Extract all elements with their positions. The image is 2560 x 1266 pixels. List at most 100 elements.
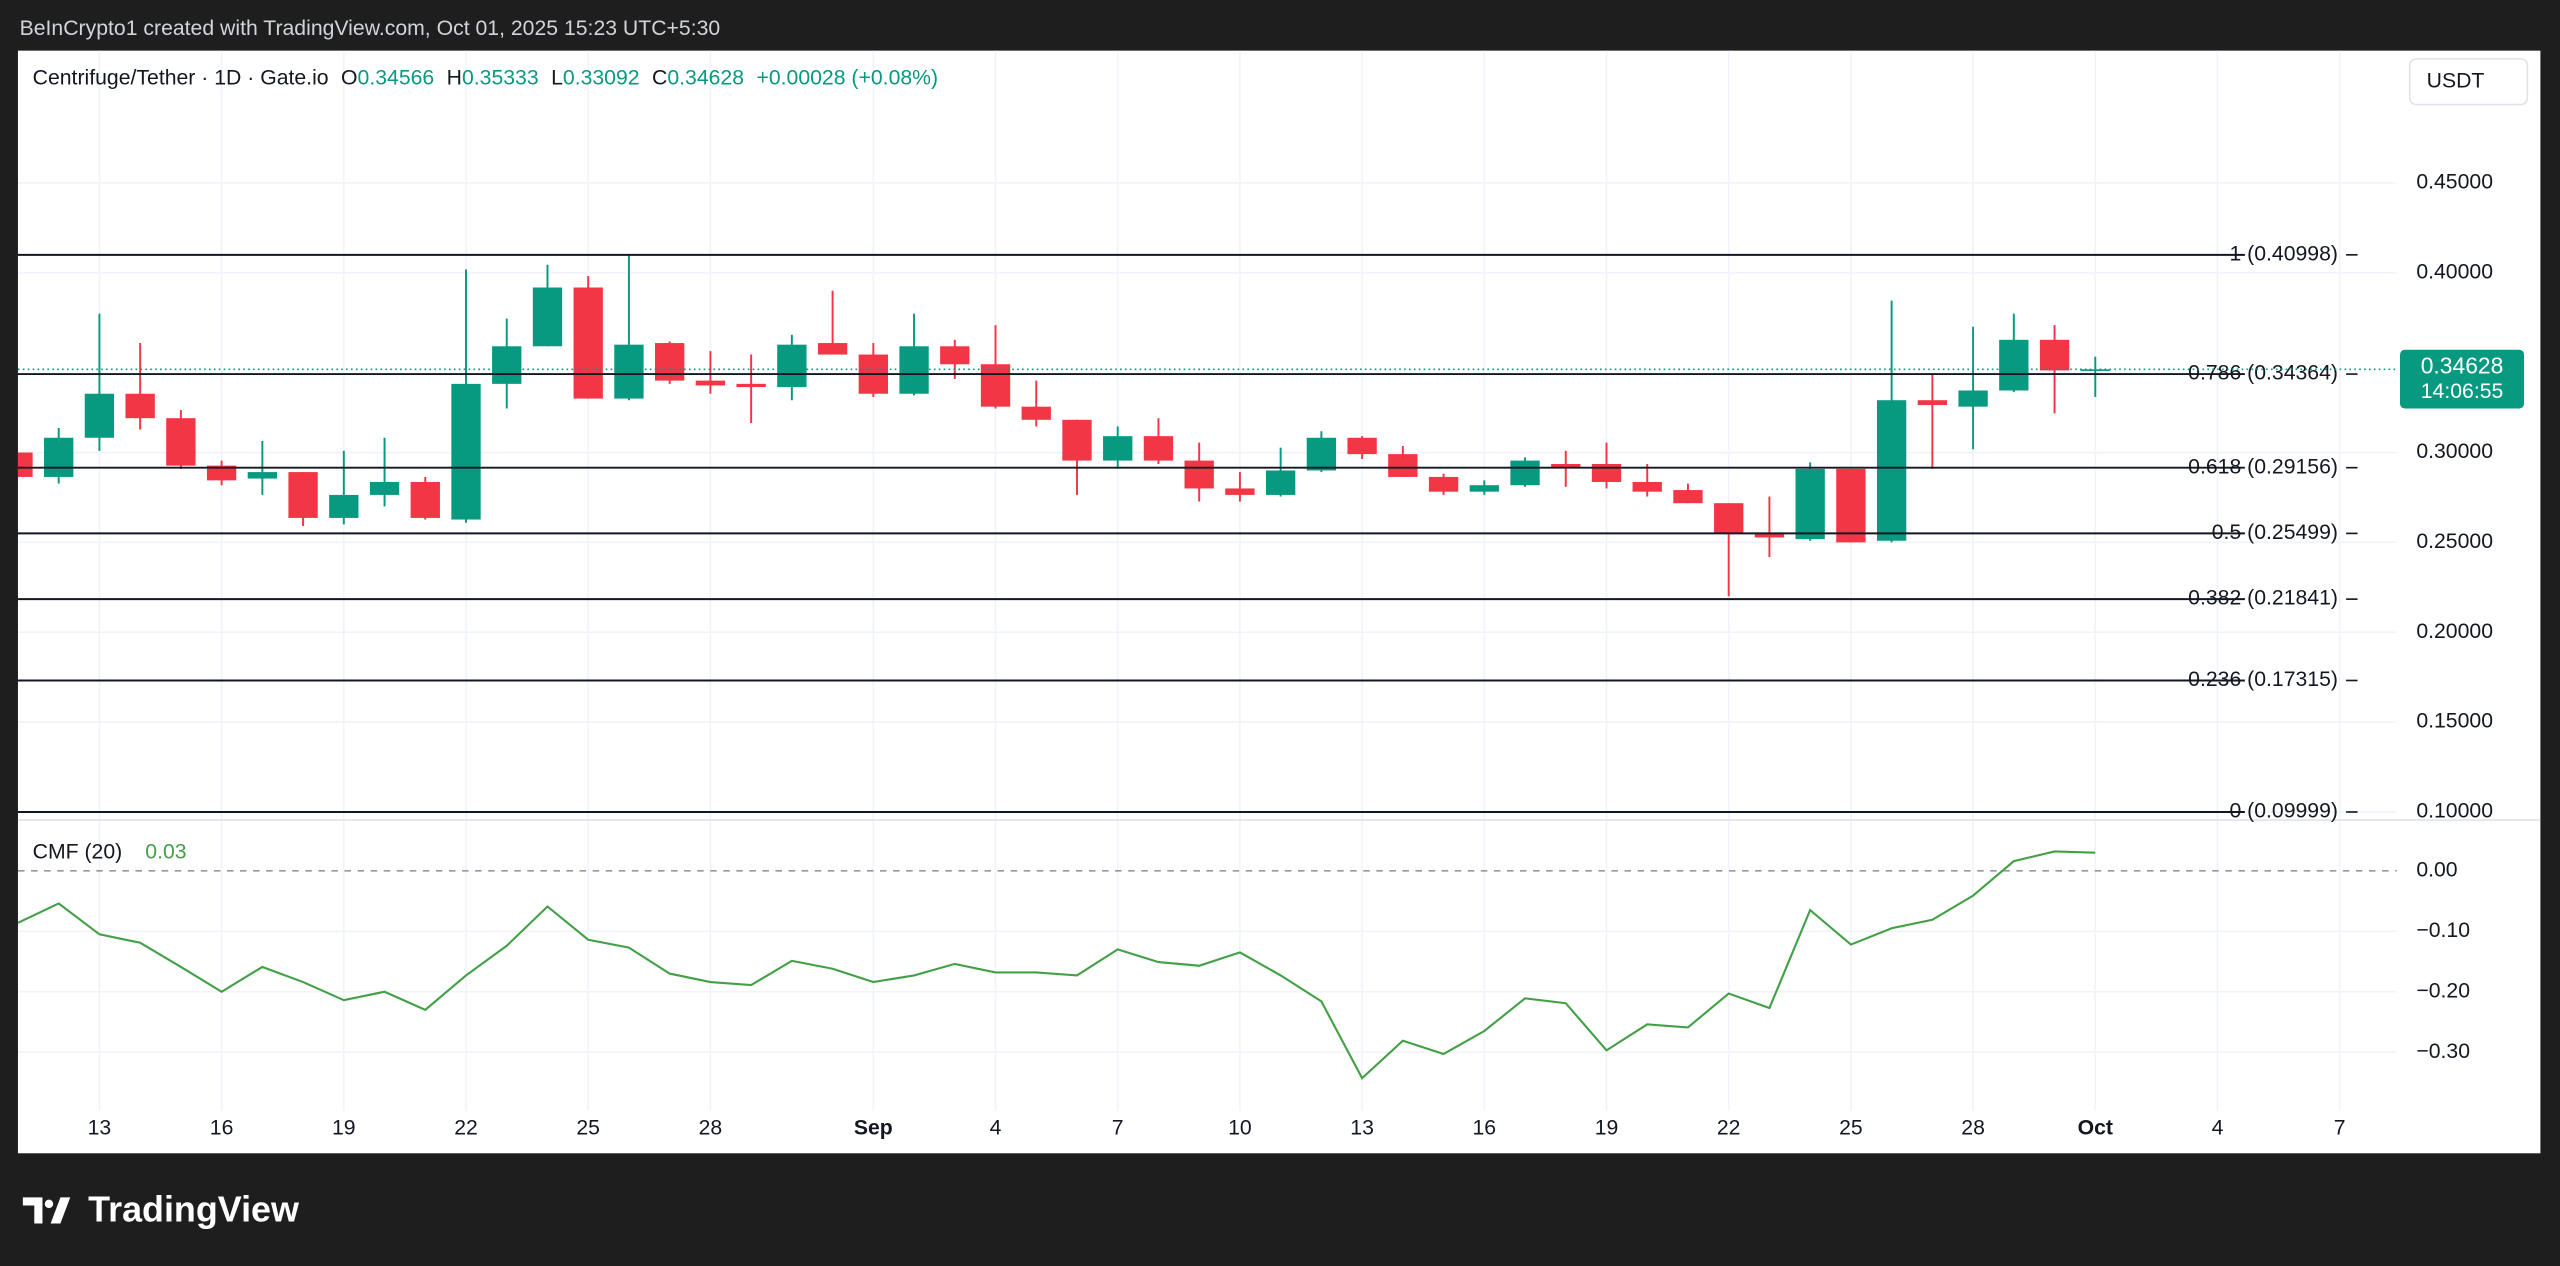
candle-body	[980, 364, 1011, 407]
candle-body	[84, 393, 115, 438]
y-tick-label: −0.20	[2416, 979, 2470, 1002]
candle-body	[1388, 454, 1418, 477]
candle-body	[1754, 532, 1785, 538]
candle-body	[492, 346, 522, 384]
candle-body	[17, 452, 33, 477]
fib-label: 0.618 (0.29156)	[2188, 455, 2338, 478]
candle-body	[1999, 339, 2029, 391]
candle-body	[369, 481, 400, 495]
candle-body	[329, 494, 359, 518]
x-tick-label: 19	[1595, 1116, 1619, 1139]
candle-body	[410, 481, 440, 518]
candle-body	[1306, 437, 1337, 471]
y-tick-label: 0.15000	[2416, 710, 2493, 733]
y-tick-label: 0.40000	[2416, 260, 2493, 283]
ohlc-label: L	[551, 66, 563, 89]
fib-label: 1 (0.40998)	[2229, 242, 2338, 265]
y-tick-label: −0.30	[2416, 1040, 2470, 1063]
change-percent: (+0.08%)	[851, 66, 938, 89]
x-tick-label: 25	[576, 1116, 600, 1139]
x-tick-label: 22	[454, 1116, 478, 1139]
x-tick-label: 16	[210, 1116, 234, 1139]
y-tick-label: 0.25000	[2416, 530, 2493, 553]
fib-label: 0.382 (0.21841)	[2188, 587, 2338, 610]
candle-body	[1958, 390, 1988, 407]
chart-panel	[17, 50, 2541, 1154]
ohlc-value: 0.33092	[563, 66, 640, 89]
candle-body	[777, 344, 807, 388]
ohlc-label: C	[652, 66, 667, 89]
candle-body	[695, 380, 726, 386]
countdown: 14:06:55	[2421, 380, 2504, 403]
candle-body	[1836, 468, 1866, 543]
candle-body	[1225, 488, 1255, 495]
candle-body	[44, 437, 74, 477]
x-tick-label: 28	[699, 1116, 723, 1139]
candle-body	[1428, 476, 1459, 492]
logo-icon	[22, 1197, 71, 1224]
fib-label: 0.236 (0.17315)	[2188, 668, 2338, 691]
candle-body	[817, 343, 848, 355]
candle-body	[899, 346, 929, 394]
candle-body	[1021, 406, 1051, 420]
x-tick-label: 4	[2212, 1116, 2224, 1139]
price-badge-value: 0.34628	[2421, 353, 2504, 379]
x-tick-label: 16	[1473, 1116, 1497, 1139]
fib-label: 0 (0.09999)	[2229, 800, 2338, 823]
y-tick-label: 0.10000	[2416, 800, 2493, 823]
candle-body	[1103, 436, 1133, 461]
candle-body	[247, 472, 278, 479]
x-tick-label: 4	[990, 1116, 1002, 1139]
fib-label: 0.786 (0.34364)	[2188, 362, 2338, 385]
x-tick-label: 7	[2334, 1116, 2346, 1139]
brand: TradingView	[88, 1189, 299, 1230]
candle-body	[1469, 485, 1499, 492]
x-tick-label: Oct	[2078, 1116, 2113, 1139]
candle-body	[206, 465, 237, 481]
x-tick-label: 22	[1717, 1116, 1741, 1139]
chart-layer: 13 16 19 22 25 28 Sep 4 7 10 13 16 19 22 25 28 Oct 4 7 0.10…	[17, 50, 2541, 1139]
indicator-value: 0.03	[145, 840, 186, 863]
ohlc-label: H	[447, 66, 462, 89]
candle-body	[1795, 468, 1825, 540]
symbol-legend: Centrifuge/Tether · 1D · Gate.io O0.3456…	[33, 66, 938, 89]
ohlc-value: 0.35333	[462, 66, 539, 89]
currency-button[interactable]	[2408, 57, 2529, 106]
candle-body	[1347, 437, 1377, 455]
currency[interactable]: USDT	[2427, 69, 2485, 92]
candle-body	[1876, 400, 1907, 541]
candle-body	[1551, 464, 1581, 468]
candle-body	[1265, 470, 1296, 495]
x-tick-label: Sep	[854, 1116, 893, 1139]
x-tick-label: 13	[1350, 1116, 1374, 1139]
y-tick-label: 0.30000	[2416, 440, 2493, 463]
x-tick-label: 25	[1839, 1116, 1863, 1139]
candle-body	[1632, 481, 1662, 492]
fib-label: 0.5 (0.25499)	[2212, 521, 2338, 544]
candle-body	[1673, 490, 1703, 504]
candle-body	[1184, 460, 1214, 489]
candle-body	[736, 383, 766, 388]
symbol-title: Centrifuge/Tether · 1D · Gate.io	[33, 66, 329, 89]
ohlc-value: 0.34566	[358, 66, 435, 89]
y-tick-label: 0.45000	[2416, 171, 2493, 194]
candle-body	[1143, 436, 1174, 461]
candle-body	[1510, 460, 1540, 486]
candle-body	[940, 346, 970, 365]
ohlc-label: O	[341, 66, 358, 89]
candle-body	[1917, 400, 1948, 406]
candle-body	[288, 472, 318, 518]
price-badge	[2400, 349, 2525, 409]
candle-body	[573, 287, 603, 399]
y-tick-label: −0.10	[2416, 919, 2470, 942]
y-tick-label: 0.20000	[2416, 620, 2493, 643]
candle-body	[125, 393, 155, 419]
candle-body	[1062, 419, 1092, 461]
cmf-line	[17, 850, 2096, 1080]
x-tick-label: 7	[1112, 1116, 1124, 1139]
y-tick-label: 0.00	[2416, 858, 2457, 881]
change: +0.00028	[756, 66, 845, 89]
ohlc-value: 0.34628	[667, 66, 744, 89]
